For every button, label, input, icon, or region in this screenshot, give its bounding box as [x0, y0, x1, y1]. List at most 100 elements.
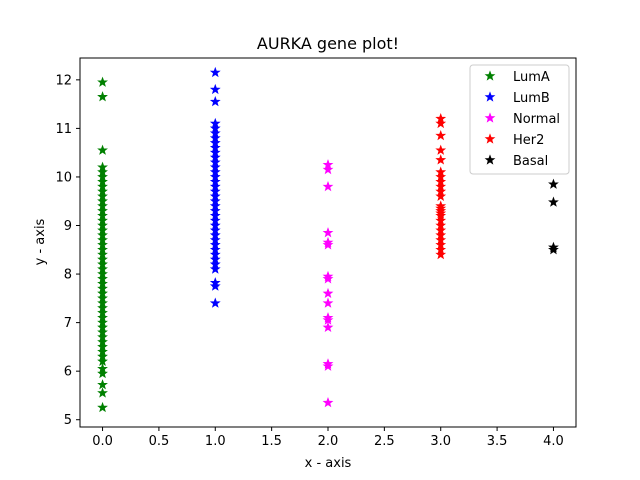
- data-point: [97, 91, 108, 102]
- data-point: [97, 387, 108, 398]
- data-point: [322, 287, 334, 299]
- data-point: [97, 273, 108, 284]
- data-point: [209, 122, 221, 133]
- data-point: [209, 166, 221, 177]
- data-point: [209, 200, 221, 211]
- data-point: [97, 307, 108, 318]
- x-tick-label: 3.5: [487, 434, 508, 449]
- data-point: [435, 113, 447, 124]
- data-point: [97, 401, 108, 413]
- data-point: [209, 214, 221, 226]
- data-point: [97, 302, 108, 313]
- series-luma: [97, 76, 108, 413]
- data-point: [97, 210, 108, 221]
- data-point: [209, 66, 221, 78]
- series-basal: [548, 178, 559, 255]
- legend-item-basal: Basal: [484, 154, 548, 169]
- data-point: [97, 355, 108, 367]
- x-tick-label: 2.5: [374, 434, 395, 449]
- data-point: [97, 171, 108, 182]
- chart-title: AURKA gene plot!: [257, 34, 399, 53]
- data-point: [209, 195, 221, 206]
- data-point: [97, 341, 108, 352]
- data-point: [97, 379, 108, 390]
- legend-item-her2: Her2: [484, 133, 544, 148]
- x-tick-label: 1.0: [205, 434, 226, 449]
- legend-marker: [484, 112, 496, 123]
- y-tick-label: 11: [55, 122, 72, 137]
- data-point: [322, 227, 334, 238]
- data-point: [209, 161, 221, 172]
- data-point: [435, 224, 447, 235]
- y-tick-label: 10: [55, 170, 72, 185]
- data-point: [322, 164, 334, 175]
- data-point: [97, 190, 108, 201]
- y-axis: 5 6 7 8 9 10 11 12: [55, 73, 80, 428]
- data-point: [97, 331, 108, 342]
- y-tick-label: 5: [64, 413, 72, 428]
- data-point: [97, 176, 108, 187]
- data-point: [97, 200, 108, 211]
- legend-item-lumb: LumB: [484, 91, 550, 106]
- data-point: [435, 200, 447, 211]
- data-point: [209, 190, 221, 201]
- data-point: [209, 224, 221, 235]
- data-point: [322, 297, 334, 308]
- data-points: [97, 66, 559, 413]
- data-point: [209, 180, 221, 192]
- data-point: [209, 185, 221, 197]
- data-point: [97, 144, 108, 155]
- data-point: [322, 180, 334, 192]
- data-point: [209, 142, 221, 153]
- data-point: [97, 214, 108, 226]
- data-point: [209, 132, 221, 143]
- data-point: [435, 244, 447, 255]
- data-point: [209, 210, 221, 221]
- data-point: [97, 258, 108, 269]
- data-point: [97, 248, 108, 260]
- data-point: [435, 171, 447, 182]
- data-point: [209, 253, 221, 265]
- data-point: [97, 367, 108, 379]
- data-point: [97, 326, 108, 337]
- data-point: [97, 316, 108, 328]
- legend-marker: [484, 70, 496, 81]
- data-point: [97, 278, 108, 289]
- data-point: [209, 280, 221, 291]
- legend-box: [469, 64, 570, 175]
- data-point: [322, 321, 334, 333]
- data-point: [97, 253, 108, 265]
- data-point: [435, 176, 447, 187]
- legend-item-normal: Normal: [484, 112, 560, 127]
- data-point: [97, 321, 108, 333]
- data-point: [209, 83, 221, 95]
- data-point: [209, 127, 221, 138]
- y-tick-label: 12: [55, 73, 72, 88]
- y-axis-label: y - axis: [33, 218, 48, 265]
- data-point: [97, 229, 108, 240]
- data-point: [209, 205, 221, 216]
- legend-label: LumB: [513, 91, 550, 106]
- legend-label: Normal: [513, 112, 560, 127]
- legend-marker: [484, 133, 496, 144]
- data-point: [209, 171, 221, 182]
- x-axis: 0.0 0.5 1.0 1.5 2.0 2.5 3.0 3.5 4.0: [92, 427, 564, 449]
- y-tick-label: 7: [64, 316, 72, 331]
- legend-item-luma: LumA: [484, 70, 550, 85]
- legend-label: LumA: [513, 70, 550, 85]
- data-point: [322, 397, 334, 408]
- data-point: [322, 270, 334, 282]
- data-point: [209, 96, 221, 107]
- data-point: [322, 236, 334, 248]
- data-point: [97, 166, 108, 177]
- data-point: [97, 297, 108, 308]
- data-point: [435, 239, 447, 250]
- data-point: [97, 287, 108, 299]
- legend-label: Basal: [513, 154, 548, 169]
- data-point: [435, 234, 447, 245]
- data-point: [97, 239, 108, 250]
- x-tick-label: 0.5: [149, 434, 170, 449]
- data-point: [97, 195, 108, 206]
- data-point: [548, 178, 559, 189]
- data-point: [209, 239, 221, 250]
